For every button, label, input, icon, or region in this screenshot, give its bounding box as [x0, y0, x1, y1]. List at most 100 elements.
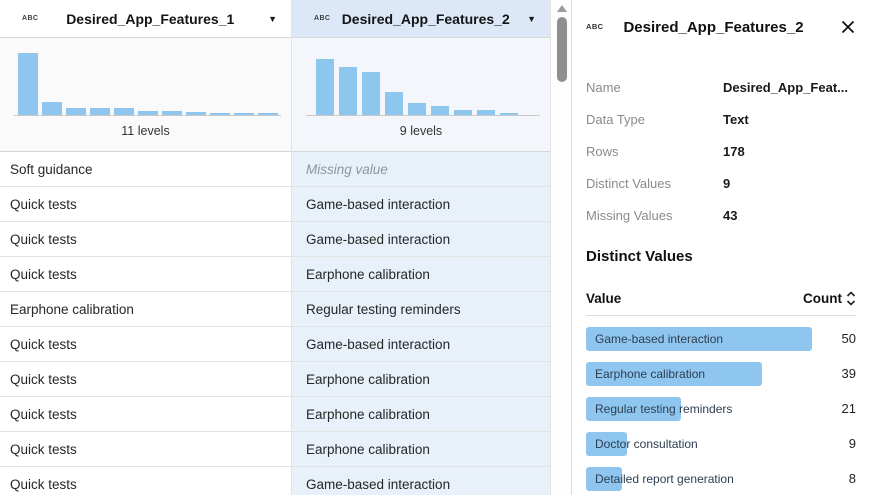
distinct-values-list: Game-based interaction 50 Earphone calibra… [586, 321, 856, 495]
column-desired-app-features-2: ABC Desired_App_Features_2 ▼ 9 levels Mi… [292, 0, 551, 495]
field-label: Distinct Values [586, 175, 672, 191]
distinct-value-bar[interactable] [586, 361, 762, 386]
distinct-value-row: Regular testing reminders 21 [586, 391, 856, 426]
column-detail-panel: ABC Desired_App_Features_2 Name Desired_A… [571, 0, 876, 495]
histogram-bar[interactable] [339, 67, 357, 115]
field-value: Desired_App_Feat... [723, 79, 848, 95]
data-grid: ABC Desired_App_Features_1 ▼ 11 levels S… [0, 0, 551, 495]
column-cells: Soft guidance Quick tests Quick tests Quick… [0, 152, 291, 495]
field-label: Missing Values [586, 207, 673, 223]
column-summary: 11 levels [0, 38, 291, 152]
field-value: 178 [723, 143, 745, 159]
data-cell[interactable]: Earphone calibration [292, 432, 550, 467]
column-desired-app-features-1: ABC Desired_App_Features_1 ▼ 11 levels S… [0, 0, 292, 495]
data-cell[interactable]: Game-based interaction [292, 327, 550, 362]
data-cell[interactable]: Quick tests [0, 397, 291, 432]
data-cell[interactable]: Quick tests [0, 362, 291, 397]
distinct-value-bar-track: Earphone calibration [586, 361, 824, 386]
histogram-bar[interactable] [258, 113, 278, 115]
histogram-bar[interactable] [162, 111, 182, 115]
metadata-field-row: Distinct Values 9 [586, 167, 856, 199]
histogram-bar[interactable] [66, 108, 86, 115]
metadata-field-row: Rows 178 [586, 135, 856, 167]
data-cell[interactable]: Quick tests [0, 222, 291, 257]
metadata-field-row: Name Desired_App_Feat... [586, 71, 856, 103]
chevron-down-icon[interactable]: ▼ [268, 13, 277, 24]
levels-count-label: 9 levels [399, 124, 443, 138]
panel-title: Desired_App_Features_2 [623, 18, 804, 36]
column-histogram [14, 52, 281, 116]
column-metadata-fields: Name Desired_App_Feat... Data Type Text Rows… [586, 71, 856, 231]
data-cell[interactable]: Quick tests [0, 257, 291, 292]
distinct-value-bar-track: Game-based interaction [586, 326, 824, 351]
distinct-values-heading: Distinct Values [586, 248, 693, 265]
histogram-bar[interactable] [90, 108, 110, 115]
value-column-header: Value [586, 291, 622, 306]
distinct-value-bar[interactable] [586, 396, 681, 421]
histogram-bar[interactable] [18, 53, 38, 115]
scrollbar-thumb[interactable] [556, 17, 567, 82]
distinct-value-count: 50 [841, 331, 856, 346]
column-name: Desired_App_Features_2 [341, 10, 510, 27]
data-cell[interactable]: Earphone calibration [292, 257, 550, 292]
histogram-bar[interactable] [477, 110, 495, 115]
distinct-value-bar[interactable] [586, 466, 622, 491]
scroll-up-arrow-icon[interactable] [556, 5, 567, 12]
close-icon[interactable] [840, 19, 856, 35]
count-column-header[interactable]: Count [803, 291, 856, 306]
distinct-value-row: Earphone calibration 39 [586, 356, 856, 391]
vertical-scrollbar [552, 0, 571, 495]
histogram-bar[interactable] [210, 113, 230, 115]
distinct-value-bar-track: Detailed report generation [586, 466, 824, 491]
distinct-value-count: 21 [841, 401, 856, 416]
distinct-value-bar[interactable] [586, 326, 812, 351]
text-type-icon: ABC [22, 15, 39, 22]
histogram-bar[interactable] [454, 110, 472, 115]
data-cell[interactable]: Game-based interaction [292, 467, 550, 495]
panel-header: ABC Desired_App_Features_2 [586, 0, 856, 39]
distinct-value-bar[interactable] [586, 431, 627, 456]
data-cell[interactable]: Quick tests [0, 432, 291, 467]
field-label: Name [586, 79, 621, 95]
histogram-bar[interactable] [408, 103, 426, 115]
column-header[interactable]: ABC Desired_App_Features_1 ▼ [0, 0, 291, 38]
histogram-bar[interactable] [42, 102, 62, 115]
data-cell[interactable]: Quick tests [0, 467, 291, 495]
data-cell[interactable]: Regular testing reminders [292, 292, 550, 327]
chevron-down-icon[interactable]: ▼ [527, 13, 536, 24]
histogram-bar[interactable] [431, 106, 449, 115]
distinct-value-bar-track: Regular testing reminders [586, 396, 824, 421]
histogram-bar[interactable] [385, 92, 403, 115]
distinct-value-label: Game-based interaction [595, 331, 724, 346]
distinct-value-label: Regular testing reminders [595, 401, 733, 416]
data-cell[interactable]: Earphone calibration [292, 362, 550, 397]
data-cell[interactable]: Missing value [292, 152, 550, 187]
histogram-bar[interactable] [114, 108, 134, 115]
distinct-value-label: Earphone calibration [595, 366, 706, 381]
distinct-value-bar-track: Doctor consultation [586, 431, 824, 456]
histogram-bar[interactable] [234, 113, 254, 115]
column-summary: 9 levels [292, 38, 550, 152]
data-cell[interactable]: Soft guidance [0, 152, 291, 187]
data-cell[interactable]: Quick tests [0, 327, 291, 362]
data-cell[interactable]: Earphone calibration [0, 292, 291, 327]
data-cell[interactable]: Game-based interaction [292, 222, 550, 257]
distinct-value-row: Game-based interaction 50 [586, 321, 856, 356]
histogram-bar[interactable] [362, 72, 380, 115]
column-histogram [306, 52, 540, 116]
distinct-value-label: Doctor consultation [595, 436, 698, 451]
column-cells: Missing value Game-based interaction Game-… [292, 152, 550, 495]
column-header[interactable]: ABC Desired_App_Features_2 ▼ [292, 0, 550, 38]
levels-count-label: 11 levels [121, 124, 170, 138]
column-name: Desired_App_Features_1 [66, 10, 235, 27]
histogram-bar[interactable] [316, 59, 334, 115]
data-cell[interactable]: Game-based interaction [292, 187, 550, 222]
data-cell[interactable]: Earphone calibration [292, 397, 550, 432]
distinct-value-count: 9 [848, 436, 856, 451]
data-cell[interactable]: Quick tests [0, 187, 291, 222]
distinct-value-count: 8 [848, 471, 856, 486]
histogram-bar[interactable] [186, 112, 206, 115]
histogram-bar[interactable] [138, 111, 158, 115]
histogram-bar[interactable] [500, 113, 518, 115]
